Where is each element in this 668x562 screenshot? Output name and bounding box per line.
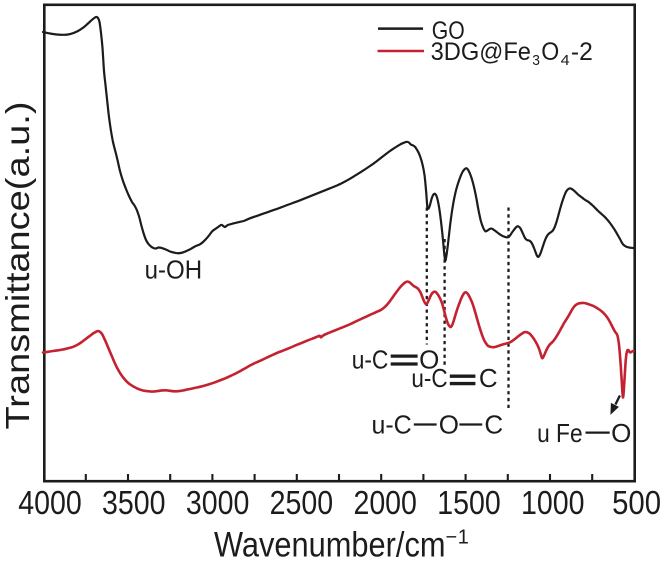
svg-text:4: 4	[561, 52, 570, 69]
svg-text:Transmittance(a.u.): Transmittance(a.u.)	[0, 102, 36, 430]
svg-text:Wavenumber/cm−1: Wavenumber/cm−1	[214, 526, 469, 562]
svg-text:3500: 3500	[102, 485, 166, 522]
svg-text:3000: 3000	[186, 485, 250, 522]
svg-text:C: C	[479, 363, 498, 393]
svg-text:500: 500	[612, 485, 661, 522]
svg-text:3DG@Fe: 3DG@Fe	[431, 38, 531, 66]
svg-text:-2: -2	[571, 38, 593, 66]
svg-text:1500: 1500	[437, 485, 501, 522]
svg-text:u Fe: u Fe	[537, 418, 583, 448]
svg-text:u-C: u-C	[372, 410, 412, 440]
svg-text:3: 3	[532, 52, 540, 69]
svg-text:O: O	[439, 410, 459, 440]
svg-text:u-C: u-C	[411, 363, 447, 393]
svg-text:C: C	[484, 410, 503, 440]
svg-text:O: O	[611, 418, 631, 448]
svg-text:GO: GO	[432, 17, 465, 45]
svg-text:u-C: u-C	[352, 344, 389, 374]
svg-text:2500: 2500	[270, 485, 334, 522]
svg-text:O: O	[541, 38, 559, 66]
svg-text:u-OH: u-OH	[145, 255, 203, 285]
svg-text:4000: 4000	[18, 485, 82, 522]
svg-text:2000: 2000	[353, 485, 417, 522]
svg-text:O: O	[419, 344, 439, 374]
svg-text:1000: 1000	[521, 485, 585, 522]
